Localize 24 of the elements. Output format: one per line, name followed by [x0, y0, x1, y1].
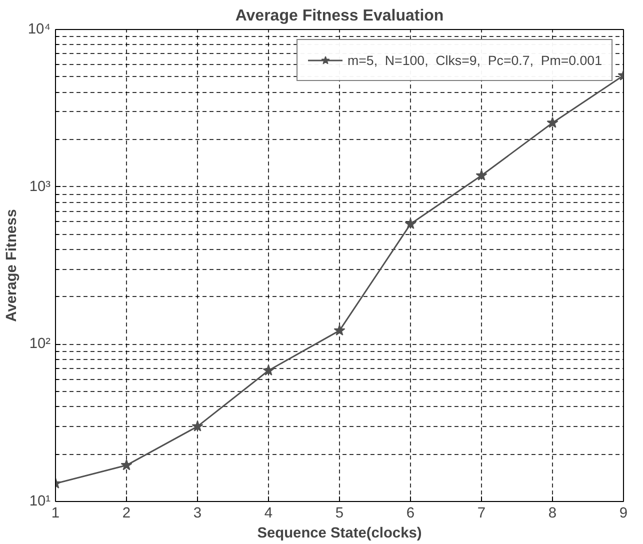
- y-tick-label: 10³: [29, 178, 51, 195]
- point: [334, 324, 346, 336]
- point: [404, 218, 416, 230]
- chart-title: Average Fitness Evaluation: [235, 8, 444, 24]
- x-axis-title: Sequence State(clocks): [257, 526, 422, 542]
- y-axis-title: Average Fitness: [4, 209, 20, 322]
- point: [476, 170, 488, 180]
- y-tick-label: 10¹: [29, 494, 51, 510]
- x-tick-label: 4: [264, 506, 273, 522]
- point: [546, 116, 558, 128]
- x-tick-label: 6: [406, 506, 415, 522]
- x-tick-label: 5: [335, 506, 344, 522]
- point: [120, 459, 132, 470]
- x-tick-label: 7: [477, 506, 486, 522]
- x-tick-label: 2: [122, 506, 131, 522]
- x-tick-label: 3: [193, 506, 202, 522]
- point: [192, 420, 204, 432]
- legend-label: m=5, N=100, Clks=9, Pc=0.7, Pm=0.001: [348, 52, 602, 68]
- x-tick-label: 8: [548, 506, 557, 522]
- y-tick-label: 10²: [29, 336, 51, 352]
- y-tick-label: 10⁴: [28, 22, 51, 38]
- point: [262, 364, 274, 376]
- x-tick-label: 1: [51, 506, 60, 522]
- x-tick-label: 9: [619, 506, 628, 522]
